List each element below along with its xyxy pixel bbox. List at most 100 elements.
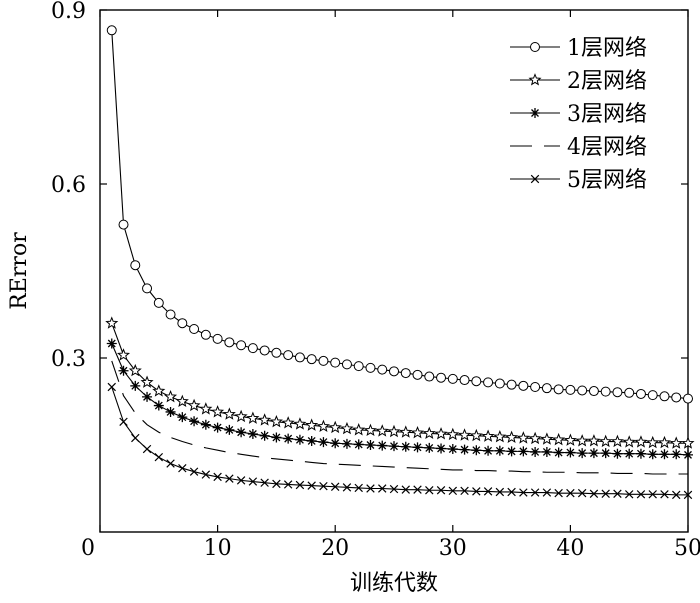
data-point-marker <box>494 445 505 456</box>
x-tick-label: 20 <box>321 536 349 561</box>
data-point-marker <box>283 433 294 444</box>
data-point-marker <box>154 452 164 462</box>
origin-tick-label: 0 <box>81 536 95 561</box>
data-point-marker <box>187 398 201 412</box>
plot-area-border <box>99 9 689 533</box>
data-point-marker <box>375 424 389 437</box>
data-point-marker <box>260 478 269 487</box>
data-point-marker <box>530 446 541 457</box>
data-point-marker <box>142 391 153 402</box>
data-point-marker <box>530 488 540 497</box>
data-point-marker <box>318 355 329 366</box>
data-point-marker <box>671 392 682 403</box>
data-point-marker <box>342 483 352 492</box>
data-point-marker <box>128 363 142 377</box>
data-point-marker <box>683 490 693 500</box>
data-point-marker <box>424 371 435 382</box>
data-point-marker <box>530 382 541 392</box>
data-point-marker <box>319 481 328 491</box>
data-point-marker <box>635 388 646 399</box>
data-point-marker <box>213 472 222 482</box>
axis-tick-labels: 10 20 30 40 50 0.3 0.6 0.9 <box>51 0 700 561</box>
data-point-marker <box>448 486 458 496</box>
data-point-marker <box>672 490 681 500</box>
data-point-marker <box>306 435 317 446</box>
series-5 <box>107 382 693 500</box>
data-point-marker <box>258 413 272 426</box>
series-3 <box>106 338 693 460</box>
series-layer <box>105 25 695 500</box>
data-point-marker <box>518 380 529 391</box>
data-point-marker <box>446 427 460 441</box>
data-point-marker <box>201 470 211 479</box>
data-point-marker <box>272 479 281 489</box>
data-point-marker <box>400 368 411 379</box>
data-point-marker <box>365 440 376 450</box>
data-point-marker <box>541 383 552 394</box>
data-point-marker <box>610 434 624 448</box>
data-point-marker <box>647 449 658 460</box>
data-point-marker <box>106 338 117 349</box>
data-point-marker <box>340 421 354 435</box>
y-tick-label: 0.9 <box>51 0 86 24</box>
data-point-marker <box>563 433 577 446</box>
data-point-marker <box>646 435 660 449</box>
data-point-marker <box>669 436 683 449</box>
data-point-marker <box>107 382 116 392</box>
data-point-marker <box>635 448 646 459</box>
legend-label: 2层网络 <box>567 69 647 94</box>
series-line <box>111 343 689 456</box>
data-point-marker <box>588 386 599 397</box>
data-point-marker <box>554 488 563 498</box>
data-point-marker <box>577 488 587 498</box>
data-point-marker <box>189 416 200 427</box>
data-point-marker <box>189 467 199 476</box>
data-point-marker <box>140 375 154 388</box>
data-point-marker <box>236 340 247 351</box>
data-point-marker <box>354 483 363 493</box>
data-point-marker <box>577 385 588 396</box>
data-point-marker <box>118 219 129 230</box>
data-point-marker <box>481 429 495 442</box>
data-point-marker <box>200 419 211 430</box>
data-point-marker <box>659 391 670 402</box>
data-point-marker <box>106 25 117 36</box>
data-point-marker <box>506 446 517 457</box>
data-point-marker <box>389 366 399 377</box>
legend-label: 5层网络 <box>567 168 647 193</box>
data-point-marker <box>130 380 141 391</box>
data-point-marker <box>365 362 376 373</box>
data-point-marker <box>259 345 270 356</box>
data-point-marker <box>493 430 507 443</box>
data-point-marker <box>177 412 188 423</box>
data-point-marker <box>413 485 422 494</box>
data-point-marker <box>222 407 236 420</box>
data-point-marker <box>577 448 588 459</box>
data-point-marker <box>528 73 542 86</box>
data-point-marker <box>212 422 223 433</box>
data-point-marker <box>634 435 648 448</box>
data-point-marker <box>494 378 505 389</box>
data-point-marker <box>516 431 530 444</box>
data-point-marker <box>472 487 481 496</box>
data-point-marker <box>528 431 542 445</box>
data-point-marker <box>660 490 669 499</box>
x-tick-label: 50 <box>674 536 700 561</box>
data-point-marker <box>566 488 575 498</box>
data-point-marker <box>483 445 494 456</box>
data-point-marker <box>552 432 566 446</box>
data-point-marker <box>624 448 635 459</box>
data-point-marker <box>587 434 601 447</box>
data-point-marker <box>283 350 294 361</box>
data-point-marker <box>507 487 516 497</box>
legend-item: 4层网络 <box>510 135 647 160</box>
data-point-marker <box>307 481 316 490</box>
legend-label: 1层网络 <box>567 36 647 61</box>
data-point-marker <box>165 309 176 320</box>
data-point-marker <box>294 434 305 445</box>
data-point-marker <box>316 419 330 432</box>
y-tick-label: 0.6 <box>51 173 86 198</box>
data-point-marker <box>542 488 552 497</box>
data-point-marker <box>648 490 657 499</box>
data-point-marker <box>657 435 672 449</box>
